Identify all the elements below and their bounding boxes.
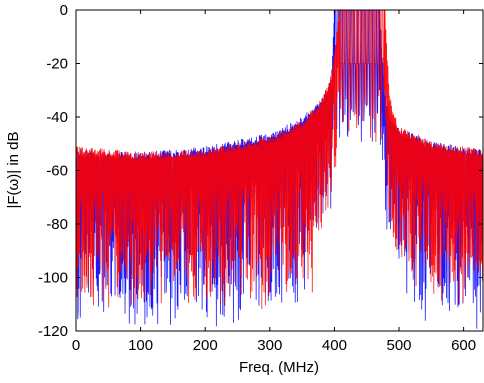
x-tick-label-2: 200	[193, 337, 218, 354]
x-tick-label-4: 400	[322, 337, 347, 354]
y-tick-label-0: 0	[60, 2, 68, 19]
axes-layer: 0 100 200 300 400 500 600 0 -20 -40 -60 -80 -100 -120	[38, 2, 483, 354]
x-axis-label: Freq. (MHz)	[239, 359, 319, 376]
y-tick-label-5: -100	[38, 270, 68, 287]
series-layer	[76, 10, 483, 329]
y-tick-label-3: -60	[46, 163, 68, 180]
x-tick-label-6: 600	[451, 337, 476, 354]
x-tick-label-0: 0	[72, 337, 80, 354]
x-tick-label-1: 100	[128, 337, 153, 354]
series-red-line	[76, 10, 483, 309]
x-tick-label-5: 500	[387, 337, 412, 354]
x-tick-label-3: 300	[257, 337, 282, 354]
y-tick-label-4: -80	[46, 216, 68, 233]
y-axis-label: |F(ω)| in dB	[5, 131, 22, 208]
y-tick-label-2: -40	[46, 109, 68, 126]
y-tick-label-6: -120	[38, 323, 68, 340]
y-tick-label-1: -20	[46, 56, 68, 73]
